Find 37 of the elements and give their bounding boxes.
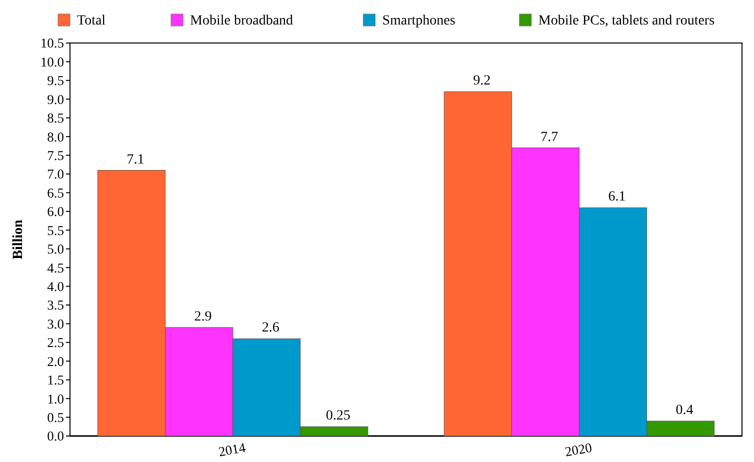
y-tick-label: 4.5 <box>47 260 64 276</box>
y-tick-label: 7.0 <box>47 166 64 182</box>
y-tick-label: 2.0 <box>47 354 64 369</box>
y-tick-label: 9.0 <box>47 92 64 107</box>
y-tick-label: 0.0 <box>47 428 64 444</box>
legend-label: Mobile PCs, tablets and routers <box>538 14 715 28</box>
y-tick-label: 1.0 <box>47 391 64 406</box>
data-label: 9.2 <box>473 74 491 89</box>
y-tick-label: 10.0 <box>40 54 64 70</box>
data-label: 2.9 <box>194 309 212 324</box>
y-tick-label: 1.5 <box>47 372 64 388</box>
y-tick-label: 8.5 <box>47 110 64 126</box>
data-label: 7.1 <box>126 152 144 168</box>
legend-label: Smartphones <box>382 14 456 28</box>
data-label: 0.4 <box>676 403 694 418</box>
x-tick-label: 2014 <box>217 440 247 460</box>
y-tick-label: 3.5 <box>47 298 64 313</box>
y-tick-label: 6.5 <box>47 185 64 200</box>
x-tick-label: 2020 <box>564 440 594 460</box>
y-axis-title: Billion <box>11 219 26 260</box>
y-tick-label: 5.0 <box>47 242 64 257</box>
data-label: 0.25 <box>326 408 350 424</box>
y-tick-label: 3.0 <box>47 316 64 332</box>
data-label: 2.6 <box>262 320 280 336</box>
y-tick-label: 2.5 <box>47 335 64 350</box>
y-tick-label: 8.0 <box>47 129 64 144</box>
data-label: 7.7 <box>540 130 558 145</box>
y-tick-label: 5.5 <box>47 222 64 238</box>
y-tick-label: 6.0 <box>47 204 64 220</box>
y-tick-label: 10.5 <box>40 36 64 51</box>
legend-label: Total <box>77 14 106 28</box>
y-tick-label: 9.5 <box>47 73 64 88</box>
data-label: 6.1 <box>608 190 626 205</box>
y-tick-label: 7.5 <box>47 148 64 164</box>
legend-label: Mobile broadband <box>190 14 294 28</box>
y-tick-label: 0.5 <box>47 410 64 426</box>
y-tick-label: 4.0 <box>47 279 64 294</box>
